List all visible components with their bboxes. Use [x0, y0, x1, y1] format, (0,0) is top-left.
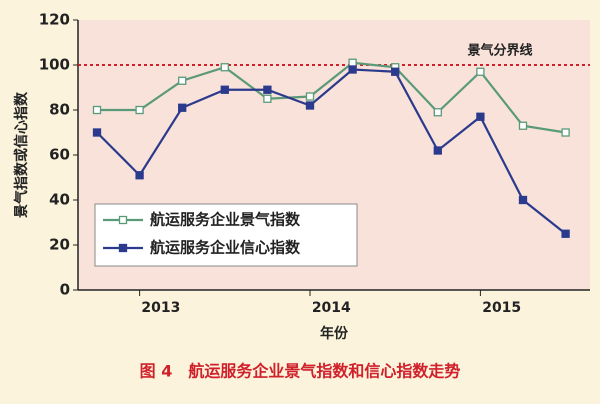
data-point	[561, 229, 570, 238]
y-tick-label: 100	[39, 56, 70, 74]
legend-label: 航运服务企业景气指数	[150, 211, 301, 229]
legend-box	[94, 203, 358, 267]
y-tick-label: 0	[60, 281, 70, 299]
x-axis-label: 年份	[320, 325, 349, 342]
series-line	[97, 61, 566, 134]
data-point	[178, 76, 187, 85]
data-point	[518, 195, 528, 205]
data-point	[135, 171, 144, 180]
data-point	[305, 92, 315, 101]
data-point	[178, 103, 187, 112]
x-group-label: 2015	[482, 300, 521, 316]
y-tick-label: 40	[49, 191, 70, 209]
data-point	[518, 121, 528, 130]
data-point	[561, 128, 570, 137]
y-tick-label: 80	[49, 101, 70, 119]
data-point	[391, 67, 400, 76]
legend-marker	[118, 243, 128, 253]
data-point	[263, 94, 272, 103]
data-point	[348, 65, 357, 74]
data-point	[135, 105, 144, 115]
data-point	[220, 63, 229, 72]
chart-title: 图 4 航运服务企业景气指数和信心指数走势	[140, 362, 461, 381]
reference-label: 景气分界线	[467, 43, 532, 59]
data-point	[263, 85, 272, 94]
y-tick-label: 20	[49, 236, 70, 254]
data-point	[220, 85, 229, 94]
x-group-label: 2014	[312, 300, 351, 316]
data-point	[92, 128, 102, 137]
x-group-label: 2013	[141, 300, 180, 316]
y-tick-label: 120	[39, 11, 70, 29]
y-axis-label: 景气指数或信心指数	[13, 91, 30, 218]
data-point	[433, 108, 442, 117]
series-line	[96, 68, 567, 235]
y-tick-label: 60	[49, 146, 70, 164]
data-point	[433, 146, 442, 155]
data-point	[92, 105, 102, 115]
legend-label: 航运服务企业信心指数	[150, 239, 301, 257]
data-point	[476, 112, 485, 121]
legend-marker	[118, 215, 128, 225]
data-point	[305, 101, 315, 110]
data-point	[476, 67, 485, 76]
data-point	[348, 58, 357, 67]
